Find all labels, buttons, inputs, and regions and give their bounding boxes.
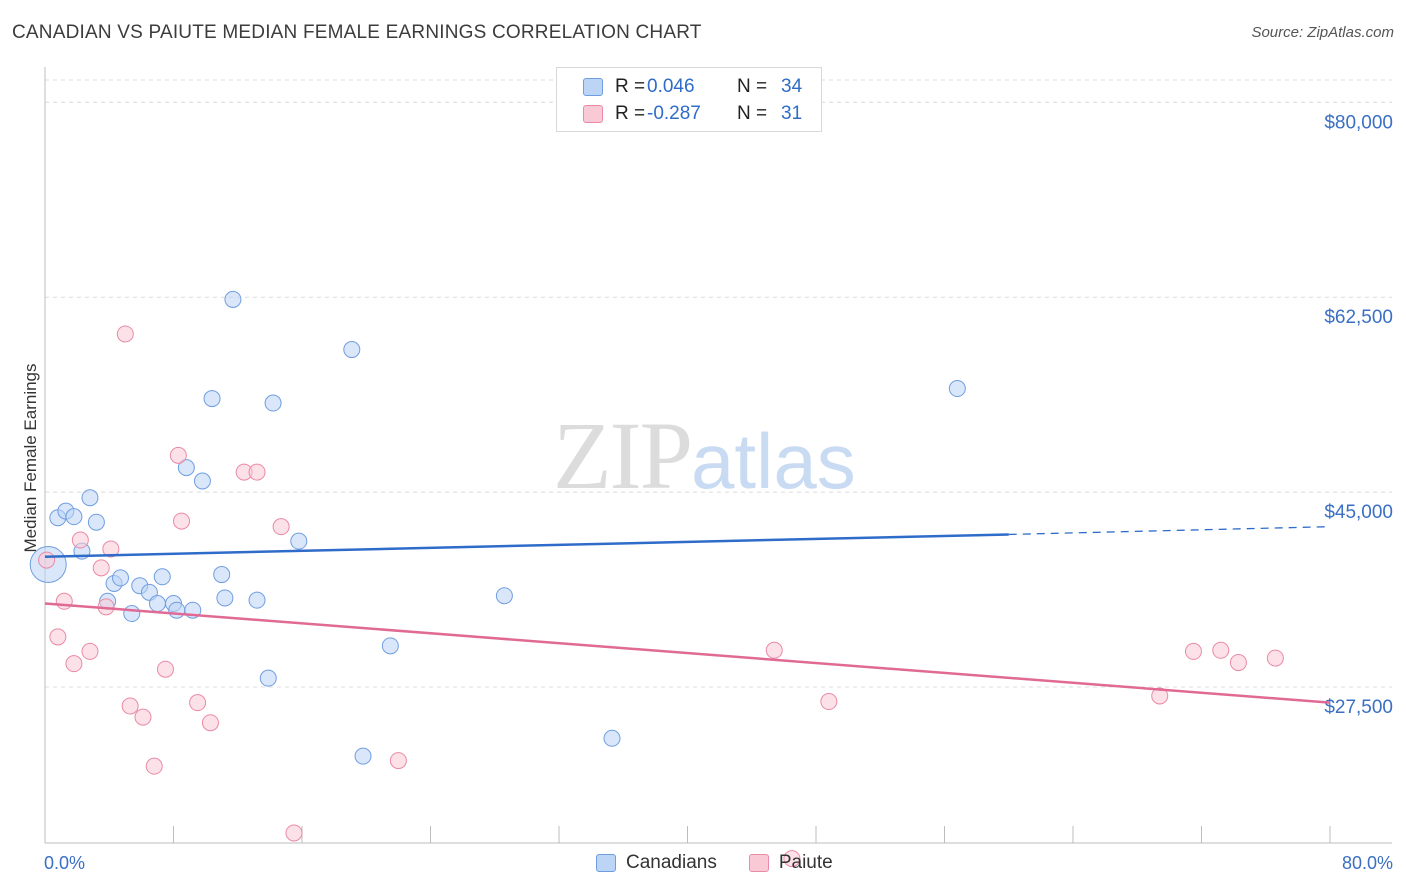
legend-n-value: 31: [781, 103, 803, 124]
paiute-point: [156, 660, 174, 678]
y-tick-label: $80,000: [1324, 112, 1393, 133]
y-tick-label: $45,000: [1324, 502, 1393, 523]
canadians-point: [343, 341, 361, 359]
paiute-point: [783, 850, 801, 868]
paiute-point: [65, 655, 83, 673]
paiute-point: [145, 757, 163, 775]
y-tick-label: $27,500: [1324, 697, 1393, 718]
canadians-point: [248, 591, 266, 609]
paiute-point: [134, 708, 152, 726]
y-axis-label: Median Female Earnings: [21, 364, 40, 553]
paiute-point: [820, 693, 838, 711]
paiute-point: [765, 641, 783, 659]
canadians-point: [224, 290, 242, 308]
legend-n-value: 34: [781, 76, 803, 97]
canadians-point: [354, 747, 372, 765]
canadians-point: [148, 595, 166, 613]
source-label: Source: ZipAtlas.com: [1251, 24, 1394, 41]
legend-row-canadians: R = 0.046 N = 34: [583, 74, 802, 100]
paiute-point: [1229, 654, 1247, 672]
zipatlas-watermark: ZIPatlas: [553, 400, 856, 511]
canadians-point: [948, 380, 966, 398]
watermark-zip: ZIP: [553, 402, 693, 509]
series-swatch-pink: [748, 854, 769, 872]
series-swatch-blue: [596, 854, 616, 872]
canadians-point: [168, 601, 186, 619]
legend-swatch-pink: [583, 105, 603, 123]
legend-r-value: 0.046: [647, 76, 695, 97]
paiute-point: [173, 512, 191, 530]
canadians-point: [290, 532, 308, 550]
paiute-point: [49, 628, 67, 646]
watermark-atlas: atlas: [691, 417, 856, 505]
series-legend: Canadians Paiute: [596, 852, 865, 874]
legend-n-label: N =: [737, 76, 768, 97]
legend-swatch-blue: [583, 78, 603, 96]
canadians-point: [65, 508, 83, 526]
paiute-point: [169, 446, 187, 464]
paiute-point: [189, 694, 207, 712]
legend-row-paiute: R = -0.287 N = 31: [583, 101, 802, 127]
paiute-point: [92, 559, 110, 577]
series-legend-canadians[interactable]: Canadians: [596, 852, 717, 874]
canadians-point: [381, 637, 399, 655]
series-label-paiute: Paiute: [778, 852, 833, 873]
canadians-point: [264, 394, 282, 412]
canadians-point: [177, 459, 195, 477]
canadians-point: [495, 587, 513, 605]
paiute-point: [81, 642, 99, 660]
canadians-trend-line: [44, 533, 1009, 558]
canadians-point: [123, 605, 141, 623]
legend-r-value: -0.287: [647, 103, 701, 124]
paiute-point: [248, 463, 266, 481]
paiute-point: [1266, 649, 1284, 667]
legend-r-label: R =: [615, 103, 646, 124]
paiute-point: [121, 697, 139, 715]
paiute-point: [272, 518, 290, 536]
paiute-point: [55, 592, 73, 610]
paiute-point: [38, 551, 56, 569]
canadians-point: [216, 589, 234, 607]
paiute-point: [201, 714, 219, 732]
series-label-canadians: Canadians: [626, 852, 717, 873]
series-legend-paiute[interactable]: Paiute: [748, 852, 833, 874]
correlation-legend: R = 0.046 N = 34 R = -0.287 N = 31: [556, 67, 822, 132]
x-tick-label: 80.0%: [1342, 853, 1393, 873]
paiute-point: [389, 752, 407, 770]
legend-n-label: N =: [737, 103, 768, 124]
x-tick-label: 0.0%: [44, 853, 85, 873]
y-tick-label: $62,500: [1324, 307, 1393, 328]
paiute-point: [1151, 687, 1169, 705]
canadians-point: [193, 472, 211, 490]
chart-title: CANADIAN VS PAIUTE MEDIAN FEMALE EARNING…: [12, 22, 702, 43]
paiute-trend-line: [44, 602, 1331, 704]
legend-r-label: R =: [615, 76, 646, 97]
canadians-point: [603, 729, 621, 747]
canadians-point: [259, 669, 277, 687]
paiute-point: [102, 540, 120, 558]
canadians-point: [81, 489, 99, 507]
paiute-point: [285, 824, 303, 842]
canadians-point: [203, 390, 221, 408]
canadians-trend-extension: [1008, 526, 1331, 536]
paiute-point: [1212, 641, 1230, 659]
paiute-point: [71, 531, 89, 549]
canadians-point: [213, 566, 231, 584]
canadians-point: [153, 568, 171, 586]
canadians-point: [87, 513, 105, 531]
paiute-point: [1184, 642, 1202, 660]
paiute-point: [116, 325, 134, 343]
canadians-point: [111, 569, 129, 587]
